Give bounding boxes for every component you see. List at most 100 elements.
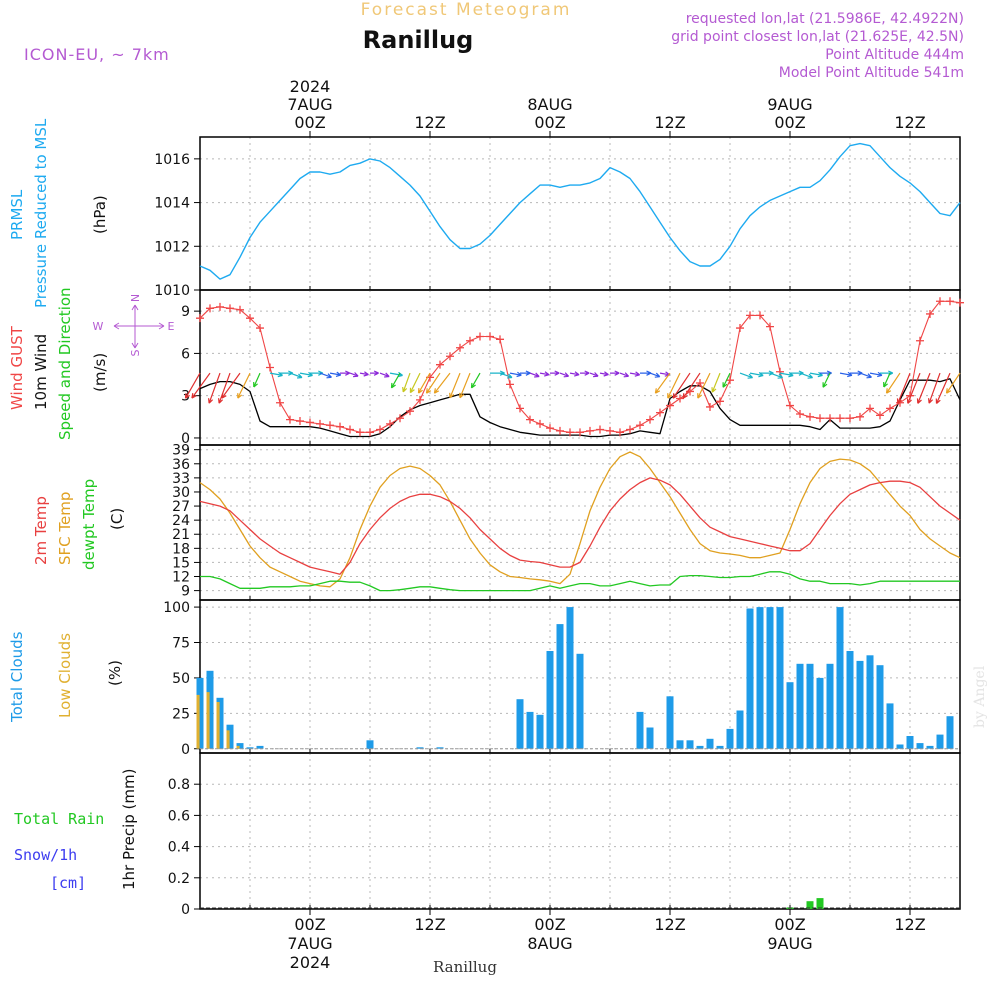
wind-direction-arrow [499, 372, 513, 379]
temp-dew-label: dewpt Temp [80, 479, 98, 570]
y-tick-label: 12 [172, 570, 190, 586]
total-cloud-bar [786, 682, 794, 749]
time-label: 2024 [290, 77, 331, 96]
precip-side-labels: Total Rain Snow/1h [cm] 1hr Precip (mm) [14, 769, 138, 892]
y-tick-label: 0.6 [168, 808, 190, 824]
time-label: 7AUG [287, 95, 332, 114]
gust-marker [536, 419, 544, 428]
gust-marker [856, 412, 864, 421]
gust-marker [256, 324, 264, 333]
footer-location: Ranillug [433, 958, 497, 976]
gust-marker [196, 314, 204, 323]
total-cloud-bar [646, 727, 654, 749]
total-cloud-bar [516, 699, 524, 749]
total-cloud-bar [206, 670, 214, 749]
total-rain-label: Total Rain [14, 810, 104, 828]
wind-direction-arrow [896, 372, 911, 404]
wind-direction-arrow [809, 371, 823, 378]
wind-direction-arrow [822, 372, 831, 388]
wind-direction-arrow [580, 370, 590, 376]
location-title: Ranillug [363, 26, 474, 54]
gust-marker [416, 395, 424, 404]
wind-direction-arrow [349, 372, 359, 378]
total-cloud-bar [796, 663, 804, 749]
y-tick-label: 9 [181, 584, 190, 600]
wind-direction-arrow [945, 372, 961, 394]
total-cloud-bar [416, 747, 424, 749]
gust-marker [726, 376, 734, 385]
gust-marker [216, 302, 224, 311]
gust-marker [386, 419, 394, 428]
total-cloud-bar [836, 607, 844, 749]
total-cloud-bar [916, 743, 924, 749]
temperature-side-labels: 2m Temp SFC Temp dewpt Temp (C) [32, 479, 126, 570]
total-cloud-bar [946, 716, 954, 749]
wind-direction-arrow [619, 372, 630, 378]
y-tick-label: 0.2 [168, 871, 190, 887]
total-cloud-bar [366, 740, 374, 749]
wind-direction-arrow [935, 372, 951, 404]
total-cloud-bar [536, 714, 544, 749]
total-cloud-bar [716, 745, 724, 749]
gust-marker [476, 332, 484, 341]
y-tick-label: 0 [181, 431, 190, 447]
wind-direction-arrow [711, 372, 721, 393]
gust-marker [866, 404, 874, 413]
wind-direction-arrow [599, 371, 609, 377]
time-label: 12Z [654, 915, 685, 934]
wind-speed-dir-label: Speed and Direction [56, 287, 74, 440]
y-tick-label: 1016 [154, 152, 190, 168]
wind-direction-arrow [839, 371, 853, 378]
snow-label: Snow/1h [14, 846, 77, 864]
gust-marker [656, 408, 664, 417]
watermark: by Angel [972, 665, 988, 728]
time-label: 00Z [294, 113, 325, 132]
gust-marker [756, 311, 764, 320]
gust-marker [496, 335, 504, 344]
wind-direction-arrow [390, 372, 401, 389]
gust-marker [826, 414, 834, 423]
gust-marker [576, 428, 584, 437]
total-cloud-bar [726, 728, 734, 749]
wind-direction-arrow [509, 371, 522, 378]
wind-direction-arrow [539, 371, 550, 377]
gust-marker [226, 304, 234, 313]
wind-direction-arrow [649, 372, 661, 378]
total-cloud-bar [826, 663, 834, 749]
pressure-side-labels: PRMSL Pressure Reduced to MSL (hPa) [8, 118, 109, 308]
wind-direction-arrow [289, 372, 303, 379]
gust-marker [356, 428, 364, 437]
gust-marker [566, 428, 574, 437]
total-cloud-bar [926, 745, 934, 749]
total-cloud-bar [526, 711, 534, 749]
gust-line [199, 300, 961, 433]
wind-direction-arrow [470, 372, 481, 389]
wind-direction-arrow [329, 371, 342, 377]
wind-direction-arrow [340, 370, 351, 376]
gust-marker [486, 332, 494, 341]
wind-direction-arrow [490, 370, 505, 376]
gust-marker [366, 428, 374, 437]
model-label: ICON-EU, ~ 7km [24, 45, 170, 64]
total-cloud-bar [876, 665, 884, 749]
low-cloud-bar [216, 702, 220, 749]
compass-e: E [168, 320, 175, 333]
wind-direction-arrow [389, 371, 403, 378]
wind-unit-label: (m/s) [91, 353, 109, 392]
gust-marker [246, 314, 254, 323]
wind-direction-arrow [885, 372, 901, 394]
gust-marker [926, 309, 934, 318]
wind-direction-arrow [184, 372, 201, 399]
y-tick-label: 30 [172, 485, 190, 501]
wind-direction-arrow [191, 372, 211, 399]
time-label: 12Z [894, 915, 925, 934]
point-altitude: Point Altitude 444m [825, 47, 964, 63]
wind-direction-arrow [449, 372, 461, 399]
gust-marker [326, 421, 334, 430]
gust-marker [236, 305, 244, 314]
y-tick-label: 50 [172, 671, 190, 687]
wind-direction-arrow [370, 370, 379, 376]
wind-direction-arrow [559, 372, 570, 378]
